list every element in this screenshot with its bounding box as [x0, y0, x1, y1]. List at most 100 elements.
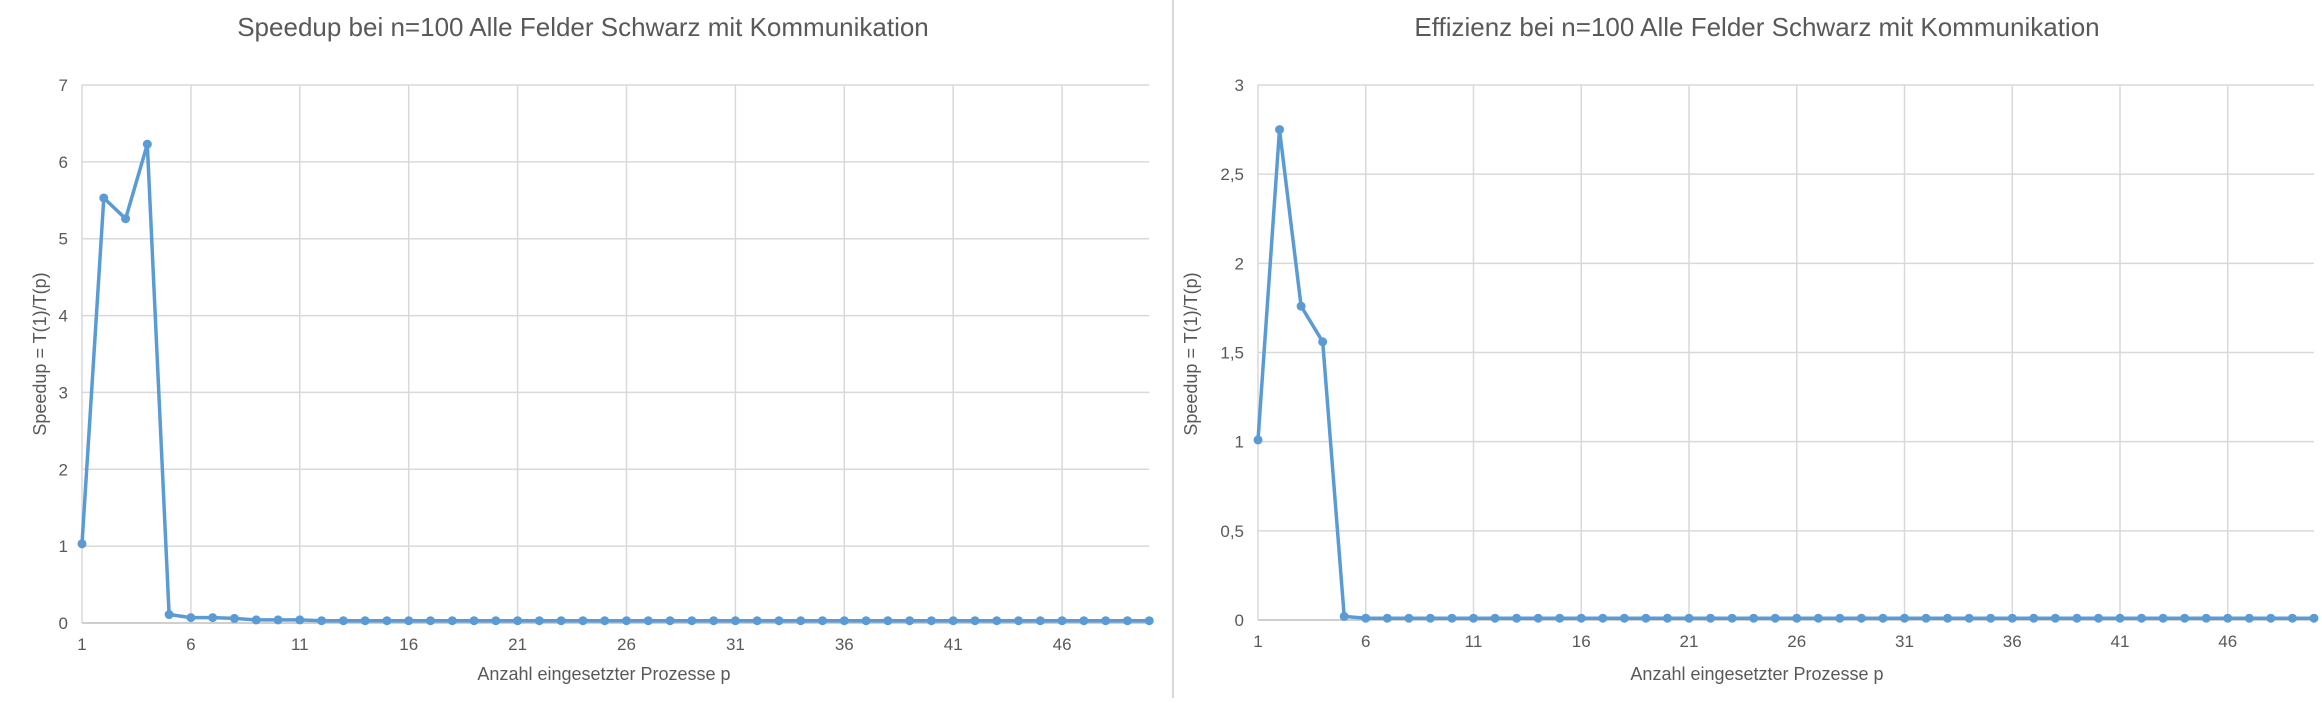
data-point: [709, 616, 719, 626]
data-point: [2029, 613, 2039, 623]
x-tick-label: 21: [1680, 632, 1699, 651]
y-axis-label: Speedup = T(1)/T(p): [30, 272, 50, 435]
data-point: [142, 139, 152, 149]
data-point: [121, 214, 131, 224]
x-tick-label: 31: [726, 635, 745, 654]
data-point: [404, 616, 414, 626]
data-point: [2050, 613, 2060, 623]
data-point: [1900, 613, 1909, 623]
x-tick-label: 1: [77, 635, 86, 654]
y-tick-label: 4: [59, 307, 68, 326]
x-tick-label: 6: [186, 635, 195, 654]
x-tick-label: 26: [1787, 632, 1806, 651]
x-tick-label: 16: [399, 635, 418, 654]
data-point: [1641, 613, 1651, 623]
x-tick-label: 11: [291, 635, 309, 654]
y-tick-label: 1,5: [1220, 344, 1244, 363]
data-point: [77, 539, 87, 549]
data-point: [1296, 301, 1306, 311]
data-point: [1619, 613, 1629, 623]
data-point: [208, 613, 218, 623]
data-point: [99, 193, 109, 203]
x-tick-labels: 1 6 11 16 21 26 31 36 41 46: [77, 635, 1071, 654]
data-point: [447, 616, 457, 626]
series-line: [1256, 127, 2314, 620]
data-point: [1253, 435, 1263, 445]
series-line: [80, 142, 1150, 623]
data-point: [2201, 613, 2211, 623]
data-point: [1706, 613, 1716, 623]
data-point: [164, 610, 174, 620]
y-tick-label: 3: [59, 383, 68, 402]
data-point: [2266, 613, 2276, 623]
data-point: [360, 616, 370, 626]
data-series: [77, 139, 1154, 626]
data-point: [883, 616, 893, 626]
x-tick-label: 36: [2003, 632, 2022, 651]
x-tick-label: 26: [617, 635, 636, 654]
data-point: [2287, 613, 2297, 623]
chart-title: Effizienz bei n=100 Alle Felder Schwarz …: [1414, 12, 2099, 42]
data-point: [1684, 613, 1694, 623]
data-point: [2007, 613, 2017, 623]
data-point: [687, 616, 697, 626]
data-point: [992, 616, 1002, 626]
data-point: [513, 616, 523, 626]
data-point: [229, 613, 239, 623]
y-tick-label: 2,5: [1220, 165, 1244, 184]
data-point: [643, 616, 653, 626]
data-point: [1339, 611, 1349, 621]
data-point: [2072, 613, 2082, 623]
data-point: [796, 616, 806, 626]
data-point: [1469, 613, 1478, 623]
data-point: [600, 616, 610, 626]
gridlines: [82, 84, 1150, 623]
y-tick-labels: 0 0,5 1 1,5 2 2,5 3: [1220, 76, 1244, 630]
data-point: [622, 616, 631, 626]
efficiency-chart: Effizienz bei n=100 Alle Felder Schwarz …: [1181, 12, 2319, 684]
x-tick-label: 31: [1895, 632, 1914, 651]
data-point: [578, 616, 588, 626]
data-point: [1555, 613, 1565, 623]
data-point: [1404, 613, 1414, 623]
y-tick-label: 2: [59, 460, 68, 479]
data-point: [1512, 613, 1522, 623]
data-point: [1447, 613, 1457, 623]
data-point: [1856, 613, 1866, 623]
data-point: [1079, 616, 1089, 626]
data-point: [1014, 616, 1024, 626]
x-tick-label: 36: [835, 635, 854, 654]
y-tick-label: 2: [1235, 254, 1244, 273]
data-point: [2137, 613, 2147, 623]
speedup-chart-panel: Speedup bei n=100 Alle Felder Schwarz mi…: [30, 12, 1154, 684]
data-point: [752, 616, 762, 626]
y-tick-label: 3: [1235, 76, 1244, 95]
y-tick-labels: 0 1 2 3 4 5 6 7: [59, 76, 68, 633]
x-tick-label: 41: [2111, 632, 2130, 651]
data-point: [2158, 613, 2168, 623]
data-point: [1425, 613, 1435, 623]
data-point: [1813, 613, 1823, 623]
data-point: [1835, 613, 1845, 623]
data-point: [556, 616, 566, 626]
data-point: [2244, 613, 2254, 623]
data-point: [665, 616, 675, 626]
data-point: [2223, 613, 2233, 623]
data-point: [338, 616, 348, 626]
data-point: [774, 616, 784, 626]
data-point: [317, 616, 327, 626]
data-point: [839, 616, 849, 626]
x-tick-label: 21: [508, 635, 527, 654]
x-tick-label: 1: [1253, 632, 1262, 651]
data-point: [1792, 613, 1802, 623]
y-tick-label: 0: [59, 614, 68, 633]
y-tick-label: 7: [59, 76, 68, 95]
data-point: [1490, 613, 1500, 623]
data-point: [1057, 616, 1067, 626]
data-point: [1035, 616, 1045, 626]
data-point: [1943, 613, 1953, 623]
data-point: [2309, 613, 2319, 623]
y-tick-label: 0: [1235, 611, 1244, 630]
data-point: [1576, 613, 1586, 623]
data-point: [1921, 613, 1931, 623]
